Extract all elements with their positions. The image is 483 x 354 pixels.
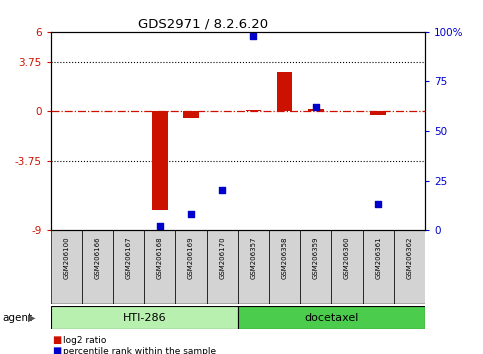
Bar — [331, 230, 363, 304]
Text: GSM206170: GSM206170 — [219, 236, 225, 279]
Point — [374, 201, 382, 207]
Text: ▶: ▶ — [28, 313, 35, 323]
Text: GSM206166: GSM206166 — [95, 236, 100, 279]
Bar — [277, 72, 293, 111]
Bar — [175, 230, 207, 304]
Bar — [51, 230, 82, 304]
Text: GSM206358: GSM206358 — [282, 236, 288, 279]
Point — [218, 188, 226, 193]
Text: GSM206362: GSM206362 — [406, 236, 412, 279]
Bar — [370, 111, 386, 115]
Point — [312, 104, 320, 110]
Text: log2 ratio: log2 ratio — [63, 336, 106, 345]
Bar — [183, 111, 199, 118]
Bar — [363, 230, 394, 304]
Text: GSM206167: GSM206167 — [126, 236, 132, 279]
Text: ■: ■ — [52, 347, 61, 354]
Text: GSM206359: GSM206359 — [313, 236, 319, 279]
Text: GSM206360: GSM206360 — [344, 236, 350, 279]
Text: GDS2971 / 8.2.6.20: GDS2971 / 8.2.6.20 — [138, 18, 268, 31]
Bar — [238, 230, 269, 304]
Bar — [113, 230, 144, 304]
Text: agent: agent — [2, 313, 32, 323]
Text: GSM206169: GSM206169 — [188, 236, 194, 279]
Point — [156, 223, 164, 229]
Text: GSM206100: GSM206100 — [63, 236, 70, 279]
Text: docetaxel: docetaxel — [304, 313, 359, 323]
Bar — [246, 110, 261, 111]
Bar — [394, 230, 425, 304]
Text: HTI-286: HTI-286 — [123, 313, 166, 323]
Bar — [308, 109, 324, 111]
Bar — [51, 306, 238, 329]
Text: GSM206168: GSM206168 — [157, 236, 163, 279]
Point — [250, 33, 257, 39]
Text: GSM206361: GSM206361 — [375, 236, 381, 279]
Bar — [207, 230, 238, 304]
Bar — [144, 230, 175, 304]
Bar — [269, 230, 300, 304]
Point — [187, 211, 195, 217]
Bar — [300, 230, 331, 304]
Text: percentile rank within the sample: percentile rank within the sample — [63, 348, 216, 354]
Bar — [152, 111, 168, 210]
Bar — [82, 230, 113, 304]
Bar — [238, 306, 425, 329]
Text: ■: ■ — [52, 335, 61, 345]
Text: GSM206357: GSM206357 — [251, 236, 256, 279]
